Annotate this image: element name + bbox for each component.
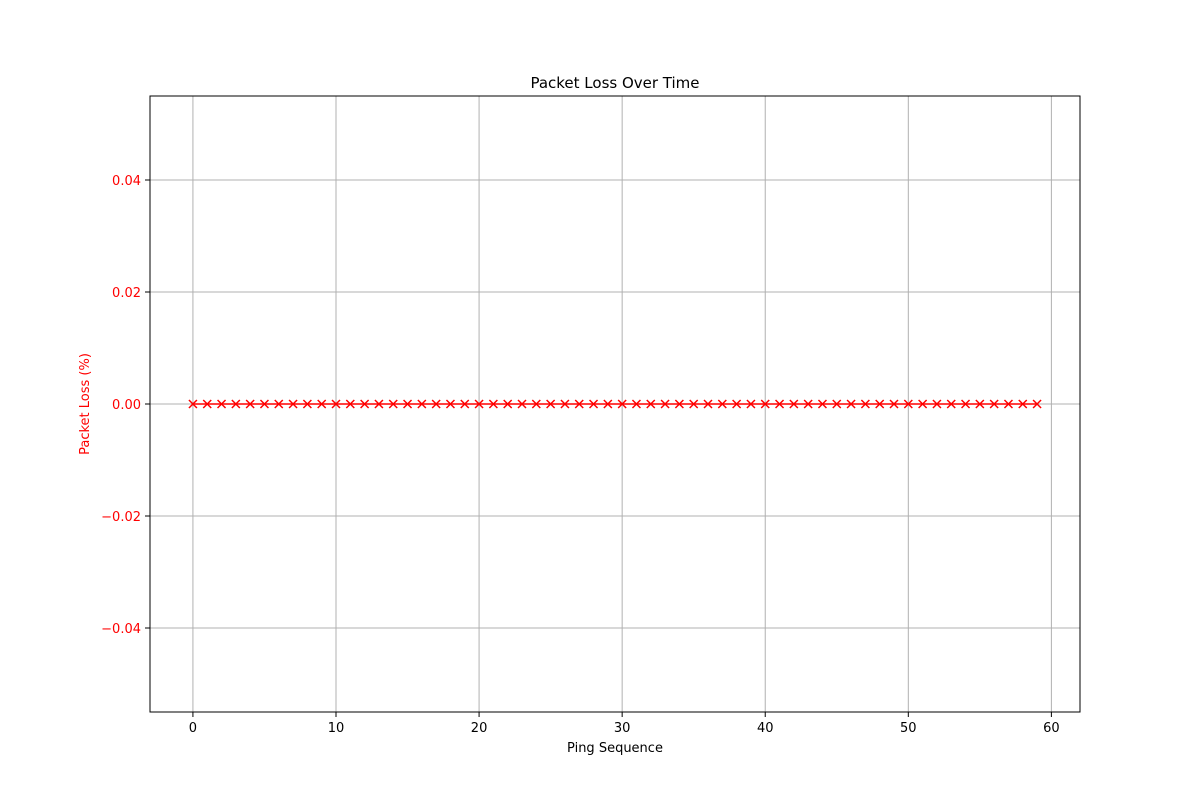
data-point-marker	[517, 399, 527, 409]
data-point-marker	[259, 399, 269, 409]
y-axis: −0.04 −0.02 0.00 0.02 0.04	[101, 174, 150, 637]
data-point-marker	[689, 399, 699, 409]
data-point-marker	[288, 399, 298, 409]
data-point-marker	[345, 399, 355, 409]
data-point-marker	[560, 399, 570, 409]
data-point-marker	[574, 399, 584, 409]
data-point-marker	[531, 399, 541, 409]
data-point-marker	[789, 399, 799, 409]
data-point-marker	[775, 399, 785, 409]
data-point-marker	[932, 399, 942, 409]
data-point-marker	[274, 399, 284, 409]
data-point-marker	[961, 399, 971, 409]
data-point-marker	[245, 399, 255, 409]
data-point-marker	[617, 399, 627, 409]
data-point-marker	[188, 399, 198, 409]
data-point-marker	[202, 399, 212, 409]
data-point-marker	[860, 399, 870, 409]
chart-title: Packet Loss Over Time	[530, 74, 699, 92]
data-point-marker	[603, 399, 613, 409]
data-point-marker	[903, 399, 913, 409]
y-tick-label: 0.02	[112, 286, 141, 301]
data-point-marker	[646, 399, 656, 409]
data-point-marker	[503, 399, 513, 409]
data-point-marker	[445, 399, 455, 409]
data-point-marker	[231, 399, 241, 409]
data-point-marker	[302, 399, 312, 409]
data-point-marker	[732, 399, 742, 409]
data-point-marker	[717, 399, 727, 409]
y-axis-title: Packet Loss (%)	[78, 353, 93, 455]
data-point-marker	[460, 399, 470, 409]
data-point-marker	[832, 399, 842, 409]
data-point-marker	[631, 399, 641, 409]
x-tick-label: 50	[900, 721, 917, 736]
data-point-marker	[989, 399, 999, 409]
data-point-marker	[803, 399, 813, 409]
y-tick-label: −0.04	[101, 622, 141, 637]
data-point-marker	[546, 399, 556, 409]
x-tick-label: 10	[328, 721, 345, 736]
data-point-marker	[760, 399, 770, 409]
y-tick-label: 0.00	[112, 398, 141, 413]
y-tick-label: −0.02	[101, 510, 141, 525]
data-point-marker	[317, 399, 327, 409]
x-tick-label: 40	[757, 721, 774, 736]
data-point-marker	[388, 399, 398, 409]
data-point-marker	[875, 399, 885, 409]
data-point-marker	[331, 399, 341, 409]
data-series	[188, 399, 1042, 409]
data-point-marker	[360, 399, 370, 409]
data-point-marker	[474, 399, 484, 409]
data-point-marker	[589, 399, 599, 409]
data-point-marker	[846, 399, 856, 409]
data-point-marker	[660, 399, 670, 409]
x-tick-label: 60	[1043, 721, 1060, 736]
data-point-marker	[403, 399, 413, 409]
y-tick-label: 0.04	[112, 174, 141, 189]
data-point-marker	[217, 399, 227, 409]
data-point-marker	[889, 399, 899, 409]
data-point-marker	[488, 399, 498, 409]
data-point-marker	[1032, 399, 1042, 409]
data-point-marker	[1003, 399, 1013, 409]
data-point-marker	[975, 399, 985, 409]
x-tick-label: 20	[471, 721, 488, 736]
data-point-marker	[674, 399, 684, 409]
data-point-marker	[417, 399, 427, 409]
x-tick-label: 0	[189, 721, 197, 736]
data-point-marker	[374, 399, 384, 409]
x-axis-title: Ping Sequence	[567, 741, 663, 756]
data-point-marker	[746, 399, 756, 409]
grid-lines	[150, 96, 1080, 712]
data-point-marker	[946, 399, 956, 409]
data-point-marker	[703, 399, 713, 409]
x-axis: 0 10 20 30 40 50 60	[189, 712, 1060, 736]
data-point-marker	[1018, 399, 1028, 409]
data-point-marker	[817, 399, 827, 409]
data-point-marker	[918, 399, 928, 409]
data-point-marker	[431, 399, 441, 409]
x-tick-label: 30	[614, 721, 631, 736]
